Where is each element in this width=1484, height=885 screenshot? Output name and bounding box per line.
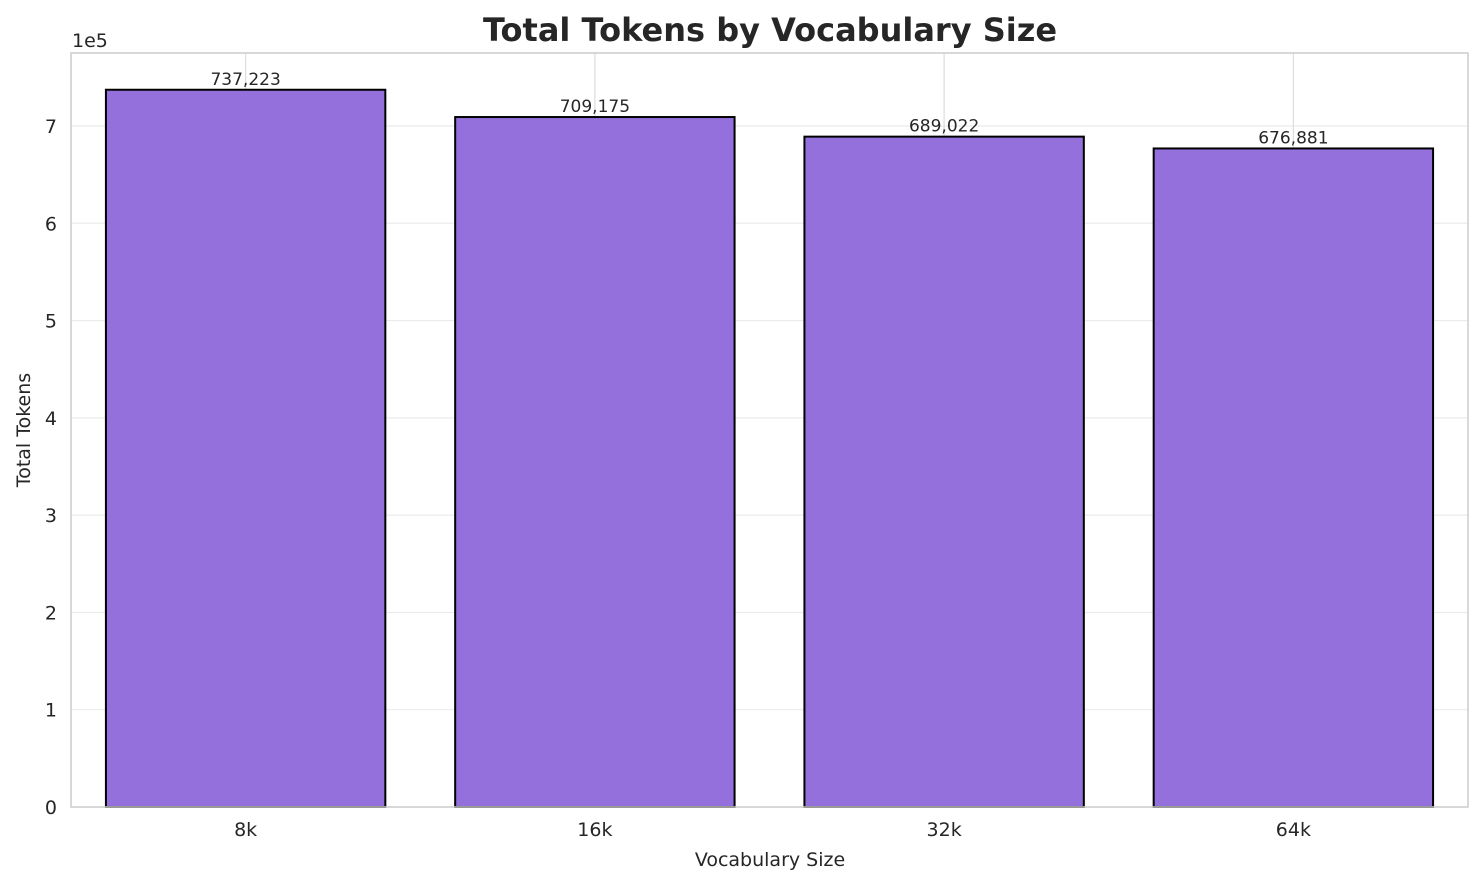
bar-value-label: 709,175	[560, 97, 630, 117]
bar-32k	[803, 135, 1085, 809]
x-tick-label: 32k	[927, 819, 962, 841]
bar-64k	[1152, 147, 1435, 809]
y-axis: 0 1 2 3 4 5 6 7	[45, 116, 57, 819]
chart-title: Total Tokens by Vocabulary Size	[483, 11, 1057, 49]
bar-16k	[454, 116, 736, 808]
y-tick-label: 1	[45, 700, 57, 722]
bar-value-label: 689,022	[909, 117, 979, 137]
x-axis-title: Vocabulary Size	[695, 849, 845, 871]
x-tick-label: 64k	[1276, 819, 1311, 841]
y-tick-label: 3	[45, 505, 57, 527]
bars	[104, 88, 1435, 809]
y-axis-title: Total Tokens	[13, 373, 35, 488]
y-tick-label: 0	[45, 797, 57, 819]
value-labels: 737,223 709,175 689,022 676,881	[210, 70, 1328, 149]
x-tick-label: 16k	[577, 819, 612, 841]
y-tick-label: 6	[45, 213, 57, 235]
y-tick-label: 7	[45, 116, 57, 138]
bar-value-label: 737,223	[210, 70, 280, 90]
x-axis: 8k 16k 32k 64k	[234, 819, 1311, 841]
bar-8k	[104, 88, 387, 809]
bar-value-label: 676,881	[1258, 128, 1328, 148]
plot-frame	[70, 52, 1469, 808]
y-tick-label: 5	[45, 311, 57, 333]
x-tick-label: 8k	[234, 819, 257, 841]
y-tick-label: 2	[45, 602, 57, 624]
y-axis-offset-label: 1e5	[72, 30, 108, 52]
y-tick-label: 4	[45, 408, 57, 430]
